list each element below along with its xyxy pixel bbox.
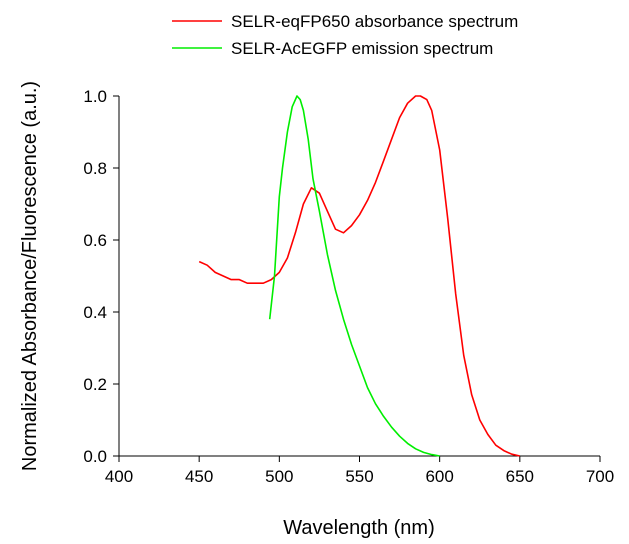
y-tick-label: 0.6 xyxy=(83,231,107,250)
y-tick-label: 0.2 xyxy=(83,375,107,394)
y-axis-title: Normalized Absorbance/Fluorescence (a.u.… xyxy=(19,81,41,471)
y-tick-label: 0.0 xyxy=(83,447,107,466)
series-lines xyxy=(198,95,520,457)
x-tick-label: 600 xyxy=(425,467,453,486)
absorbance-spectrum-line xyxy=(198,95,520,457)
y-tick-label: 1.0 xyxy=(83,87,107,106)
x-axis-title: Wavelength (nm) xyxy=(283,517,435,539)
x-tick-label: 650 xyxy=(506,467,534,486)
y-tick-label: 0.8 xyxy=(83,159,107,178)
x-ticks: 400 450 500 550 600 650 700 xyxy=(105,456,614,486)
x-tick-label: 400 xyxy=(105,467,133,486)
x-tick-label: 700 xyxy=(586,467,614,486)
emission-spectrum-line xyxy=(268,95,440,457)
x-tick-label: 450 xyxy=(185,467,213,486)
y-tick-label: 0.4 xyxy=(83,303,107,322)
x-tick-label: 550 xyxy=(345,467,373,486)
y-ticks: 0.0 0.2 0.4 0.6 0.8 1.0 xyxy=(83,87,119,466)
legend: SELR-eqFP650 absorbance spectrum SELR-Ac… xyxy=(172,12,518,58)
x-tick-label: 500 xyxy=(265,467,293,486)
legend-label-emission: SELR-AcEGFP emission spectrum xyxy=(231,39,493,58)
axes: 400 450 500 550 600 650 700 0.0 0.2 0.4 0.6 0.8 1.0 xyxy=(83,87,614,486)
legend-label-absorbance: SELR-eqFP650 absorbance spectrum xyxy=(231,12,518,31)
